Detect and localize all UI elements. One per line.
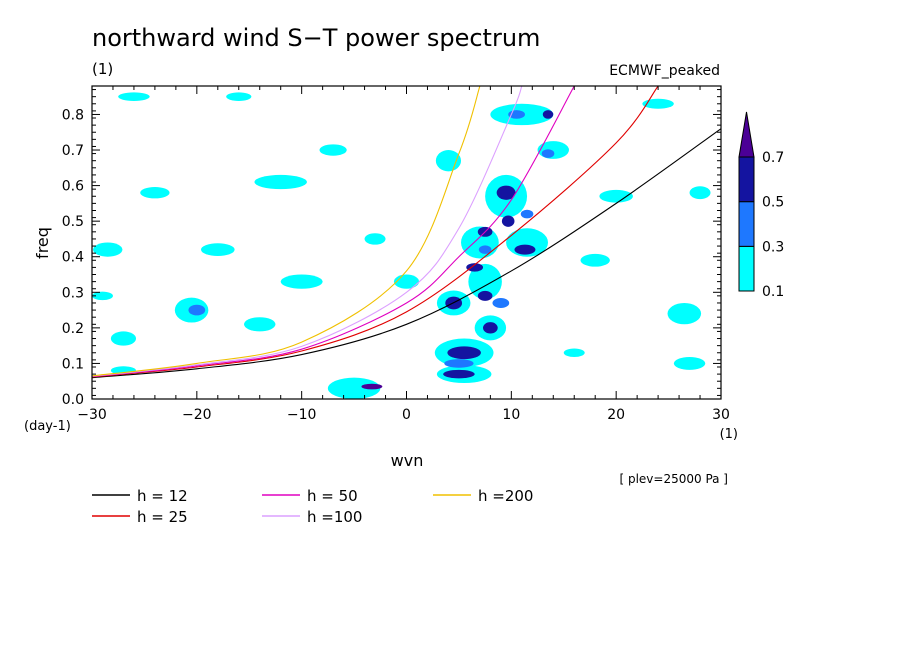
contour-patch	[364, 233, 386, 245]
contour-patch	[689, 186, 711, 200]
pressure-annotation: [ plev=25000 Pa ]	[619, 472, 728, 486]
contour-patch	[563, 348, 585, 358]
contour-patch	[508, 110, 525, 119]
y-tick-label: 0.3	[62, 285, 84, 301]
colorbar-segment	[738, 201, 755, 247]
x-tick-label: 10	[502, 407, 520, 423]
legend-label: h = 12	[137, 487, 188, 505]
dispersion-curve-25	[92, 86, 659, 378]
chart-subtitle-left: (1)	[92, 60, 113, 78]
legend: h = 12 h = 25 h = 50 h =100 h =200	[92, 487, 533, 526]
contour-patch	[667, 302, 702, 325]
contour-patch	[244, 317, 276, 332]
contour-patch	[492, 297, 510, 308]
chart-title: northward wind S−T power spectrum	[92, 24, 540, 52]
y-tick-label: 0.2	[62, 321, 84, 337]
x-axis-unit: (1)	[720, 427, 738, 442]
contour-patch	[541, 149, 555, 158]
contour-patch	[514, 244, 536, 255]
x-tick-label: 30	[712, 407, 730, 423]
colorbar-label: 0.3	[762, 239, 784, 255]
legend-label: h =100	[307, 508, 362, 526]
contour-patch	[542, 110, 554, 119]
x-tick-label: 20	[607, 407, 625, 423]
y-tick-label: 0.0	[62, 392, 84, 408]
legend-label: h = 25	[137, 508, 188, 526]
colorbar-label: 0.5	[762, 195, 784, 211]
x-axis-label: wvn	[391, 451, 424, 470]
contour-patch	[319, 144, 347, 156]
dispersion-curve-50	[92, 86, 575, 378]
contour-patch	[483, 322, 498, 334]
y-tick-label: 0.6	[62, 179, 84, 195]
dispersion-curves	[92, 86, 721, 379]
x-tick-label: 0	[402, 407, 411, 423]
contour-patch	[327, 377, 381, 399]
colorbar-label: 0.1	[762, 284, 784, 300]
contour-patch	[478, 245, 492, 254]
contour-patch	[642, 98, 674, 109]
contour-patch	[254, 174, 307, 190]
dispersion-curve-200	[92, 86, 481, 377]
contour-patch	[520, 209, 534, 219]
contour-patch	[466, 263, 484, 272]
y-tick-label: 0.7	[62, 143, 84, 159]
contour-patch	[435, 150, 462, 172]
contour-patch	[496, 185, 516, 200]
contour-patch	[447, 346, 481, 360]
contour-patch	[443, 369, 475, 379]
contour-patch	[92, 291, 113, 301]
x-tick-label: −20	[182, 407, 212, 423]
dispersion-curve-12	[92, 128, 721, 379]
contour-patch	[110, 331, 137, 346]
contour-patch	[118, 92, 150, 101]
contour-patch	[361, 383, 383, 390]
legend-label: h =200	[478, 487, 533, 505]
contour-patch	[580, 253, 610, 267]
contour-patch	[93, 242, 123, 257]
contour-patch	[188, 304, 206, 316]
colorbar-segment	[738, 245, 755, 292]
contour-patch	[201, 243, 235, 257]
y-tick-label: 0.4	[62, 250, 84, 266]
contour-patch	[477, 290, 493, 301]
contour-patch	[280, 274, 323, 289]
contour-patch	[599, 189, 633, 203]
contour-layer	[92, 92, 711, 399]
y-tick-label: 0.5	[62, 214, 84, 230]
contour-patch	[226, 92, 252, 101]
contour-patch	[140, 187, 170, 199]
colorbar: 0.1 0.3 0.5 0.7	[738, 111, 784, 300]
y-axis-unit: (day-1)	[24, 419, 71, 434]
contour-patch	[501, 215, 515, 227]
colorbar-max-triangle	[738, 111, 755, 158]
y-axis-label: freq	[33, 227, 52, 259]
plot-frame	[91, 85, 722, 400]
dispersion-curve-100	[92, 86, 523, 377]
y-tick-label: 0.1	[62, 356, 84, 372]
colorbar-label: 0.7	[762, 150, 784, 166]
axes: −30 −20 −10 0 10 20 30 0.0 0.1 0.2 0.3 0.4 0.5 0.6 0.7…	[62, 86, 730, 423]
contour-patch	[673, 357, 706, 370]
contour-patch	[393, 274, 420, 289]
x-tick-label: −30	[77, 407, 107, 423]
contour-patch	[537, 141, 569, 159]
legend-label: h = 50	[307, 487, 358, 505]
contour-patch	[444, 359, 474, 368]
y-tick-label: 0.8	[62, 107, 84, 123]
x-tick-label: −10	[287, 407, 317, 423]
chart-subtitle-right: ECMWF_peaked	[609, 63, 720, 79]
colorbar-segment	[738, 156, 755, 203]
